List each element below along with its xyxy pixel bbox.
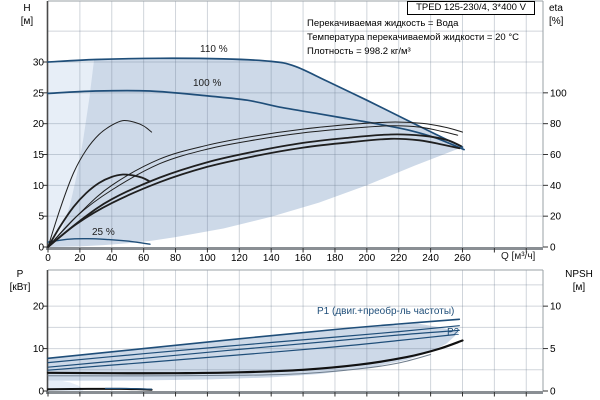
curve-eta-total-100% (47, 137, 461, 248)
curve-eta-pump-100% (47, 125, 459, 248)
info-line-temperature: Температура перекачиваемой жидкости = 20… (307, 32, 519, 43)
x-tick-label: 40 (106, 253, 118, 264)
curve-P1-110% (47, 318, 461, 360)
left-tick-label: 20 (33, 119, 45, 130)
axis-label-power-symbol: P (16, 269, 24, 280)
right-tick-label: 60 (550, 150, 562, 161)
x-tick-label: 100 (199, 253, 216, 264)
left-tick-label: 0 (38, 387, 44, 398)
axis-label-eta-symbol: eta (549, 3, 563, 14)
curve-label-110pct: 110 % (200, 44, 228, 55)
axis-label-power: P [кВт] (2, 268, 38, 294)
axis-label-eta: eta [%] (549, 2, 583, 28)
left-tick-label: 30 (33, 57, 45, 68)
right-tick-label: 40 (550, 181, 562, 192)
power-npsh-chart: 0 10 20 0 5 10 (33, 269, 562, 398)
x-tick-label: 60 (138, 253, 150, 264)
x-tick-label: 120 (231, 253, 248, 264)
axis-label-head-symbol: H (23, 3, 31, 14)
axis-label-flow: Q [м³/ч] (501, 251, 536, 262)
curve-label-p2: P2 (447, 327, 460, 338)
curve-label-25pct: 25 % (92, 227, 115, 238)
curve-H-110% (47, 57, 464, 148)
left-tick-label: 10 (33, 181, 45, 192)
curve-NPSH-min (47, 354, 432, 377)
axis-label-power-unit: [кВт] (9, 282, 31, 293)
right-tick-label: 80 (550, 119, 562, 130)
qh-chart: 0 20 40 60 80 100 120 140 160 180 200 220 240 2600510… (33, 0, 567, 264)
curve-P2-100% (47, 334, 456, 371)
curve-H-100% (47, 89, 465, 151)
x-tick-label: 220 (390, 253, 407, 264)
x-tick-label: 20 (74, 253, 86, 264)
curve-eta-total-110% (47, 133, 462, 248)
x-tick-label: 0 (45, 253, 51, 264)
x-tick-label: 160 (295, 253, 312, 264)
right-tick-label: 0 (550, 387, 556, 398)
x-tick-label: 260 (454, 253, 471, 264)
right-tick-label: 10 (550, 302, 562, 313)
curve-H-25% (47, 237, 151, 245)
info-line-density: Плотность = 998.2 кг/м³ (307, 46, 411, 57)
curve-NPSH (46, 339, 464, 375)
info-line-liquid: Перекачиваемая жидкость = Вода (307, 18, 459, 29)
curve-label-p1: P1 (двиг.+преобр-ль частоты) (317, 306, 455, 317)
axis-label-npsh-unit: [м] (572, 282, 586, 293)
axis-label-npsh: NPSH [м] (558, 268, 600, 294)
curve-eta-pump-25% (47, 119, 153, 248)
left-tick-label: 10 (33, 344, 45, 355)
right-tick-label: 100 (550, 88, 567, 99)
axis-label-head: H [м] (13, 2, 41, 28)
right-tick-label: 0 (550, 243, 556, 254)
x-tick-label: 240 (422, 253, 439, 264)
left-tick-label: 15 (33, 150, 45, 161)
right-tick-label: 5 (550, 344, 556, 355)
curve-P1-100% (47, 325, 460, 364)
curve-P-25%-fc (104, 387, 153, 390)
region-duty-envelope (48, 58, 463, 247)
left-tick-label: 25 (33, 88, 45, 99)
left-tick-label: 5 (38, 212, 44, 223)
axis-label-eta-unit: [%] (549, 16, 564, 27)
pump-type-box: TPED 125-230/4, 3*400 V (407, 1, 535, 15)
curve-label-100pct: 100 % (193, 78, 222, 89)
axis-label-head-unit: [м] (20, 16, 34, 27)
axis-label-npsh-symbol: NPSH (565, 269, 593, 280)
x-tick-label: 180 (327, 253, 344, 264)
left-tick-label: 20 (33, 302, 45, 313)
curve-eta-pump-110% (47, 121, 463, 248)
x-tick-label: 200 (358, 253, 375, 264)
x-tick-label: 140 (263, 253, 280, 264)
x-tick-label: 80 (170, 253, 182, 264)
region-low-flow-band (48, 58, 95, 248)
right-tick-label: 20 (550, 212, 562, 223)
left-tick-label: 0 (38, 243, 44, 254)
curve-eta-total-25% (47, 173, 151, 248)
region-power-envelope (48, 323, 460, 381)
curve-P2-110% (47, 329, 460, 368)
